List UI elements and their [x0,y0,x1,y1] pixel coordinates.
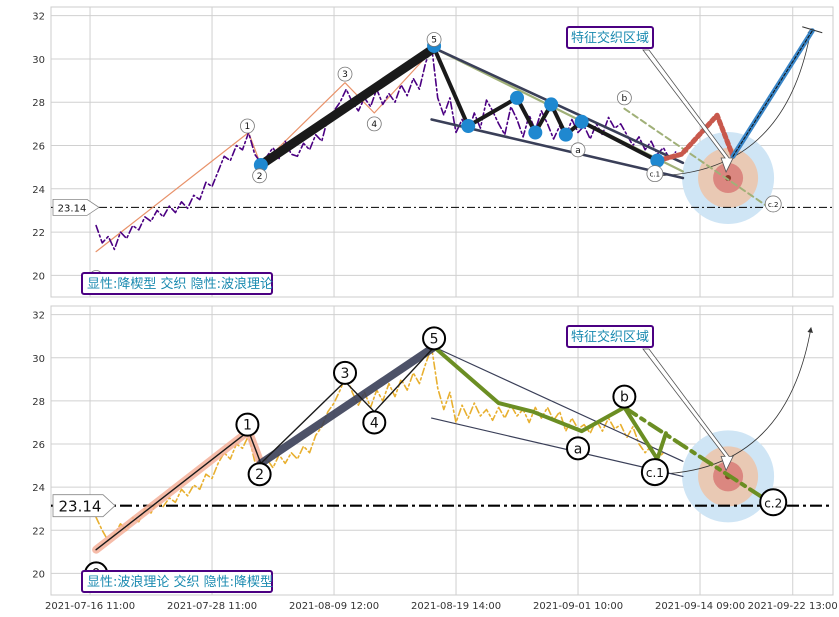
pivot-marker [544,97,559,112]
reference-value-label: 23.14 [58,203,87,214]
x-tick-label: 2021-09-22 13:00 [748,601,838,612]
x-tick-label: 2021-09-01 10:00 [533,601,623,612]
projection-blue-core [732,30,813,157]
wave-label-circle [570,142,586,158]
wave-label: 5 [431,35,437,45]
annotation-box [566,325,654,348]
reference-flag [52,199,100,216]
wave-label: 4 [370,415,379,431]
pivot-marker [558,127,573,142]
y-tick-label: 30 [32,354,45,365]
wave-label-circle [422,326,447,351]
x-tick-label: 2021-08-09 12:00 [289,601,379,612]
thick-wave-line [256,43,439,170]
wave-label-circle [759,488,788,517]
wave-label-circle [235,412,260,437]
y-tick-label: 22 [32,526,45,537]
caption-box [81,570,273,593]
y-tick-label: 26 [32,142,45,153]
annotation-arrow [642,348,734,472]
wave-label-circle [612,384,637,409]
caption-text: 显性:波浪理论 交织 隐性:降楔型 [87,574,273,590]
trend-lower-line [431,417,684,477]
projection-end-cap [802,26,823,34]
annotation-box [566,26,654,49]
y-tick-label: 26 [32,440,45,451]
y-tick-label: 24 [32,483,45,494]
wave-label: c.1 [646,466,664,480]
wave-label: c.2 [768,201,779,209]
y-tick-label: 24 [32,185,45,196]
wave-label-circle [426,32,442,47]
y-tick-label: 32 [32,12,45,23]
wave-label-circle [247,462,272,487]
projection-red-line [654,112,736,164]
wave-label: 3 [341,366,350,382]
annotation-arrow [642,49,734,173]
y-tick-label: 32 [32,311,45,322]
annotation-text: 特征交织区域 [571,30,649,46]
wave-label-circle [566,436,591,461]
reference-value-label: 23.14 [59,498,102,516]
wave-label: c.2 [764,496,782,510]
wave-label-circle [333,360,358,385]
x-tick-label: 2021-07-28 11:00 [167,601,257,612]
x-tick-label: 2021-07-16 11:00 [45,601,135,612]
wave-label: 1 [243,418,252,434]
wave-label: 4 [371,120,377,130]
wave-label: a [575,146,581,156]
trend-upper-line [433,346,684,462]
trend-upper-line [432,46,685,165]
wave-label: a [574,441,583,457]
plot-content: 012345abc.1c.2 [51,326,833,586]
reference-flag [52,494,116,518]
wave-label-circle [640,458,669,487]
projection-arc [651,327,813,475]
chart-panel-bottom: 20222426283032012345abc.1c.223.14特征交织区域显… [32,305,838,612]
wave-label-circle [764,195,782,213]
y-tick-label: 20 [32,569,45,580]
wave-label: c.1 [650,171,661,179]
wave-label-circle [366,116,382,132]
wave-label-circle [337,66,353,82]
wave-label: 5 [430,331,439,347]
wave-label: 1 [245,122,251,132]
x-tick-label: 2021-08-19 14:00 [411,601,501,612]
wave-label-circle [252,168,268,184]
wave-label-circle [646,165,664,183]
c2-dash-line [623,107,775,212]
plot-content: 012345abc.1c.2 [51,26,833,285]
wave-label-circle [616,90,632,106]
y-tick-label: 22 [32,228,45,239]
caption-text: 显性:降楔型 交织 隐性:波浪理论 [87,276,273,292]
abc-dash-line [622,405,776,507]
projection-arc [651,28,813,177]
pivot-marker [253,157,268,172]
pivot-marker [510,90,525,105]
pivot-marker [528,125,543,140]
wave-thin-line [95,346,435,551]
y-tick-label: 28 [32,397,45,408]
pivot-marker [574,114,589,129]
x-tick-label: 2021-09-14 09:00 [655,601,745,612]
wave-label: 2 [255,467,264,483]
wave-label-circle [362,410,387,435]
chart-panels: 20222426283032012345abc.1c.223.14特征交织区域显… [32,6,838,612]
caption-box [81,272,273,295]
wave-label: 2 [257,172,263,182]
y-tick-label: 28 [32,98,45,109]
y-tick-label: 30 [32,55,45,66]
y-tick-label: 20 [32,271,45,282]
wave-label-circle [240,118,255,134]
thick-wave-line [256,343,439,468]
pivot-marker [461,119,476,134]
wave-label: b [620,390,629,406]
wave-label: b [622,94,628,104]
wave-label: 3 [342,70,348,80]
price-line [95,45,677,251]
chart-panel-top: 20222426283032012345abc.1c.223.14特征交织区域显… [32,6,834,298]
pivot-marker [650,153,665,168]
annotation-text: 特征交织区域 [571,329,649,345]
